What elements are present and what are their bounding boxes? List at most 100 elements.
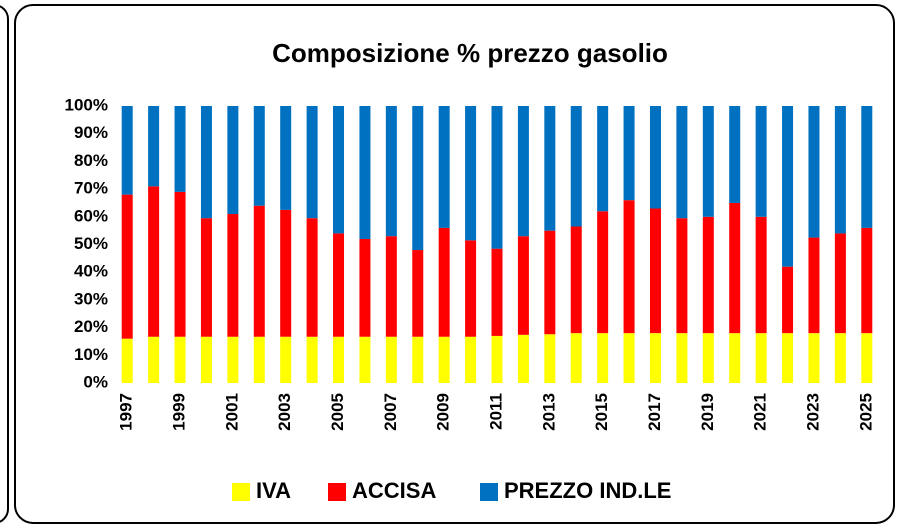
bar-segment [729,106,741,203]
y-tick-label: 0% [83,372,108,391]
bar-segment [253,106,265,206]
bar-segment [649,106,661,209]
bar-segment [333,233,345,337]
y-tick-label: 70% [74,179,108,198]
x-tick-label: 2019 [698,393,717,431]
bar-segment [438,106,450,228]
bar-segment [412,250,424,337]
bar-segment [782,333,794,383]
bar-segment [148,336,160,383]
bar-segment [544,230,556,335]
bar-segment [597,333,609,383]
bar-segment [491,106,503,249]
bar-segment [834,333,846,383]
bar-segment [623,106,635,201]
bar-segment [755,106,767,217]
bar-segment [517,334,529,383]
bar-segment [280,209,292,337]
bar-segment [808,333,820,383]
bar-segment [465,106,477,241]
bar-segment [465,336,477,383]
y-tick-label: 60% [74,206,108,225]
bar-segment [121,338,133,383]
bar-segment [861,106,873,228]
bar-segment [148,106,160,187]
bar-segment [333,336,345,383]
bar-segment [438,336,450,383]
bar-segment [200,336,212,383]
bar-segment [174,336,186,383]
x-tick-label: 1997 [117,393,136,431]
legend-label: PREZZO IND.LE [504,478,671,503]
y-tick-label: 10% [74,345,108,364]
x-tick-label: 2005 [328,393,347,431]
x-tick-label: 2003 [275,393,294,431]
bar-segment [570,333,582,383]
y-tick-label: 20% [74,317,108,336]
bar-segment [412,106,424,251]
bar-segment [755,333,767,383]
bar-segment [597,211,609,334]
x-tick-label: 2007 [381,393,400,431]
bar-segment [306,218,318,337]
bar-segment [544,106,556,231]
bar-segment [676,218,688,334]
chart-title: Composizione % prezzo gasolio [272,38,668,68]
legend-swatch [480,483,498,501]
bar-segment [491,248,503,336]
x-tick-label: 1999 [170,393,189,431]
bar-segment [359,238,371,337]
bar-segment [729,333,741,383]
legend-swatch [232,483,250,501]
x-tick-label: 2023 [803,393,822,431]
bar-segment [306,106,318,219]
x-tick-label: 2001 [222,393,241,431]
bar-segment [570,226,582,334]
bar-segment [544,334,556,383]
bar-segment [385,236,397,337]
bar-segment [306,336,318,383]
x-tick-label: 2011 [486,393,505,430]
bar-segment [438,227,450,337]
bar-segment [280,336,292,383]
bar-segment [253,205,265,337]
y-tick-label: 90% [74,123,108,142]
bar-segment [227,214,239,337]
bar-segment [597,106,609,212]
bar-segment [570,106,582,227]
y-tick-label: 100% [65,95,108,114]
y-tick-label: 30% [74,289,108,308]
bar-segment [782,266,794,334]
bar-segment [702,216,714,334]
bar-segment [385,336,397,383]
bar-segment [148,186,160,337]
bar-segment [121,194,133,339]
bar-segment [517,236,529,335]
bar-segment [227,106,239,215]
bar-segment [729,202,741,334]
bar-segment [174,191,186,337]
bar-segment [200,106,212,219]
bar-segment [861,333,873,383]
bar-segment [333,106,345,234]
bar-segment [121,106,133,195]
bar-segment [517,106,529,237]
bar-segment [676,333,688,383]
legend-label: IVA [256,478,291,503]
x-tick-label: 2017 [645,393,664,431]
bar-segment [702,333,714,383]
bar-segment [834,233,846,334]
legend-label: ACCISA [352,478,436,503]
bar-segment [465,240,477,337]
bar-segment [755,216,767,334]
bar-segment [834,106,846,234]
bar-segment [359,106,371,239]
x-tick-label: 2015 [592,393,611,431]
side-panel [0,5,9,523]
y-tick-label: 50% [74,234,108,253]
bar-segment [623,333,635,383]
bar-segment [412,336,424,383]
y-tick-label: 80% [74,151,108,170]
x-tick-label: 2021 [751,393,770,431]
y-tick-label: 40% [74,262,108,281]
